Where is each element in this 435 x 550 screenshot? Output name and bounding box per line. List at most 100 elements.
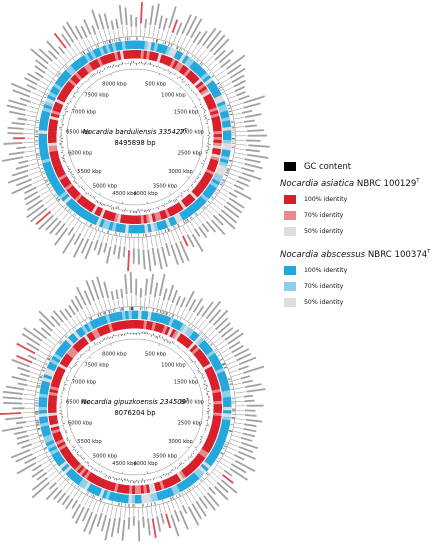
gene-leader-line [221, 458, 231, 464]
gene-leader-line [30, 366, 41, 371]
gene-feature-mark [85, 491, 88, 495]
gene-feature-mark [199, 479, 202, 482]
gene-leader-line [25, 124, 35, 126]
gene-label-mark [238, 356, 257, 366]
asiatica-identity-segment [185, 70, 194, 79]
kbp-tick-label: 2500 kbp [178, 420, 203, 426]
outer-outline [34, 306, 236, 508]
gc-content-mark [189, 456, 192, 458]
gene-label-mark [3, 142, 23, 145]
gene-label-mark [7, 126, 24, 130]
abscessus-identity-segment [134, 494, 139, 504]
gene-leader-line [206, 208, 213, 215]
asiatica-identity-segment [209, 110, 219, 116]
abscessus-identity-segment [222, 396, 232, 402]
asiatica-identity-segment [86, 471, 94, 481]
abscessus-identity-segment [70, 62, 79, 72]
gc-content-mark [153, 333, 155, 336]
organism-superscript: T [185, 398, 189, 404]
asiatica-identity-segment [54, 436, 64, 443]
asiatica-identity-segment [178, 470, 187, 480]
gc-content-mark [190, 455, 193, 457]
gene-leader-line [233, 383, 242, 386]
gene-leader-line [182, 225, 188, 234]
abscessus-identity-segment [86, 483, 94, 493]
abscessus-identity-segment [137, 494, 142, 504]
gene-label-mark [244, 162, 263, 170]
gene-feature-mark [37, 159, 41, 161]
gene-feature-mark [74, 214, 77, 217]
gc-content-mark [102, 338, 104, 341]
asiatica-identity-segment [135, 50, 139, 59]
gene-feature-mark [219, 183, 223, 186]
gene-label-mark [144, 278, 148, 296]
gene-label-mark [201, 27, 217, 47]
abscessus-identity-segment [63, 69, 72, 79]
asiatica-identity-segment [102, 479, 109, 489]
gc-content-mark [73, 365, 75, 368]
gene-leader-line [117, 299, 120, 308]
gene-label-mark [31, 468, 44, 478]
gene-leader-line [235, 126, 244, 128]
gene-feature-mark [109, 310, 111, 314]
gene-feature-mark [184, 220, 187, 223]
abscessus-identity-segment [200, 72, 210, 81]
gene-feature-mark [229, 384, 233, 386]
gene-leader-line [223, 454, 235, 461]
gene-leader-line [42, 460, 50, 465]
gene-feature-mark [53, 79, 56, 82]
gene-feature-mark [107, 230, 110, 234]
gene-leader-line [73, 43, 81, 53]
asiatica-identity-segment [94, 58, 101, 68]
gene-feature-mark [64, 65, 67, 69]
gene-feature-mark [164, 41, 166, 45]
gc-content-mark [109, 476, 111, 480]
gene-label-mark [153, 282, 159, 298]
gene-leader-line [29, 163, 38, 166]
gc-content-mark [181, 78, 184, 81]
asiatica-identity-segment [50, 425, 60, 431]
asiatica-identity-segment [191, 76, 200, 85]
asiatica-identity-segment [128, 485, 133, 494]
gene-label-mark [218, 49, 235, 64]
gene-label-mark [174, 242, 185, 264]
abscessus-identity-segment [222, 123, 231, 128]
gene-feature-mark [193, 57, 196, 60]
gene-feature-mark [76, 486, 80, 489]
gene-feature-mark [228, 111, 232, 113]
gene-label-mark [132, 516, 135, 526]
gc-content-mark [65, 107, 67, 109]
kbp-tick-label: 2000 kbp [180, 400, 205, 406]
abscessus-identity-segment [101, 489, 108, 499]
gc-content-mark [103, 337, 106, 340]
gene-feature-mark [203, 205, 206, 209]
gc-content-mark [116, 206, 118, 209]
asiatica-identity-segment [202, 363, 212, 371]
abscessus-identity-segment [202, 191, 212, 200]
asiatica-identity-segment [205, 168, 215, 176]
asiatica-identity-segment [102, 55, 109, 65]
gene-label-mark [120, 288, 124, 299]
gene-feature-mark [87, 492, 89, 496]
gene-label-mark [91, 25, 97, 36]
gene-label-mark [244, 113, 262, 119]
gc-content-mark [76, 451, 79, 454]
gene-feature-mark [168, 43, 170, 46]
gene-label-mark [74, 295, 84, 310]
abscessus-identity-segment [218, 377, 228, 383]
gc-content-mark [91, 74, 93, 77]
abscessus-identity-segment [140, 494, 146, 504]
gene-leader-line [50, 473, 60, 482]
abscessus-identity-segment [170, 216, 178, 226]
asiatica-identity-segment [151, 321, 157, 331]
asiatica-identity-segment [116, 213, 122, 223]
asiatica-identity-segment [74, 72, 83, 81]
gene-label-mark [70, 299, 80, 313]
gene-feature-mark [175, 494, 178, 498]
asiatica-identity-segment [189, 74, 198, 83]
abscessus-identity-segment [124, 40, 130, 50]
abscessus-identity-segment [92, 48, 100, 58]
asiatica-identity-segment [72, 74, 81, 83]
gene-label-mark [175, 22, 183, 36]
abscessus-identity-segment [153, 42, 159, 52]
